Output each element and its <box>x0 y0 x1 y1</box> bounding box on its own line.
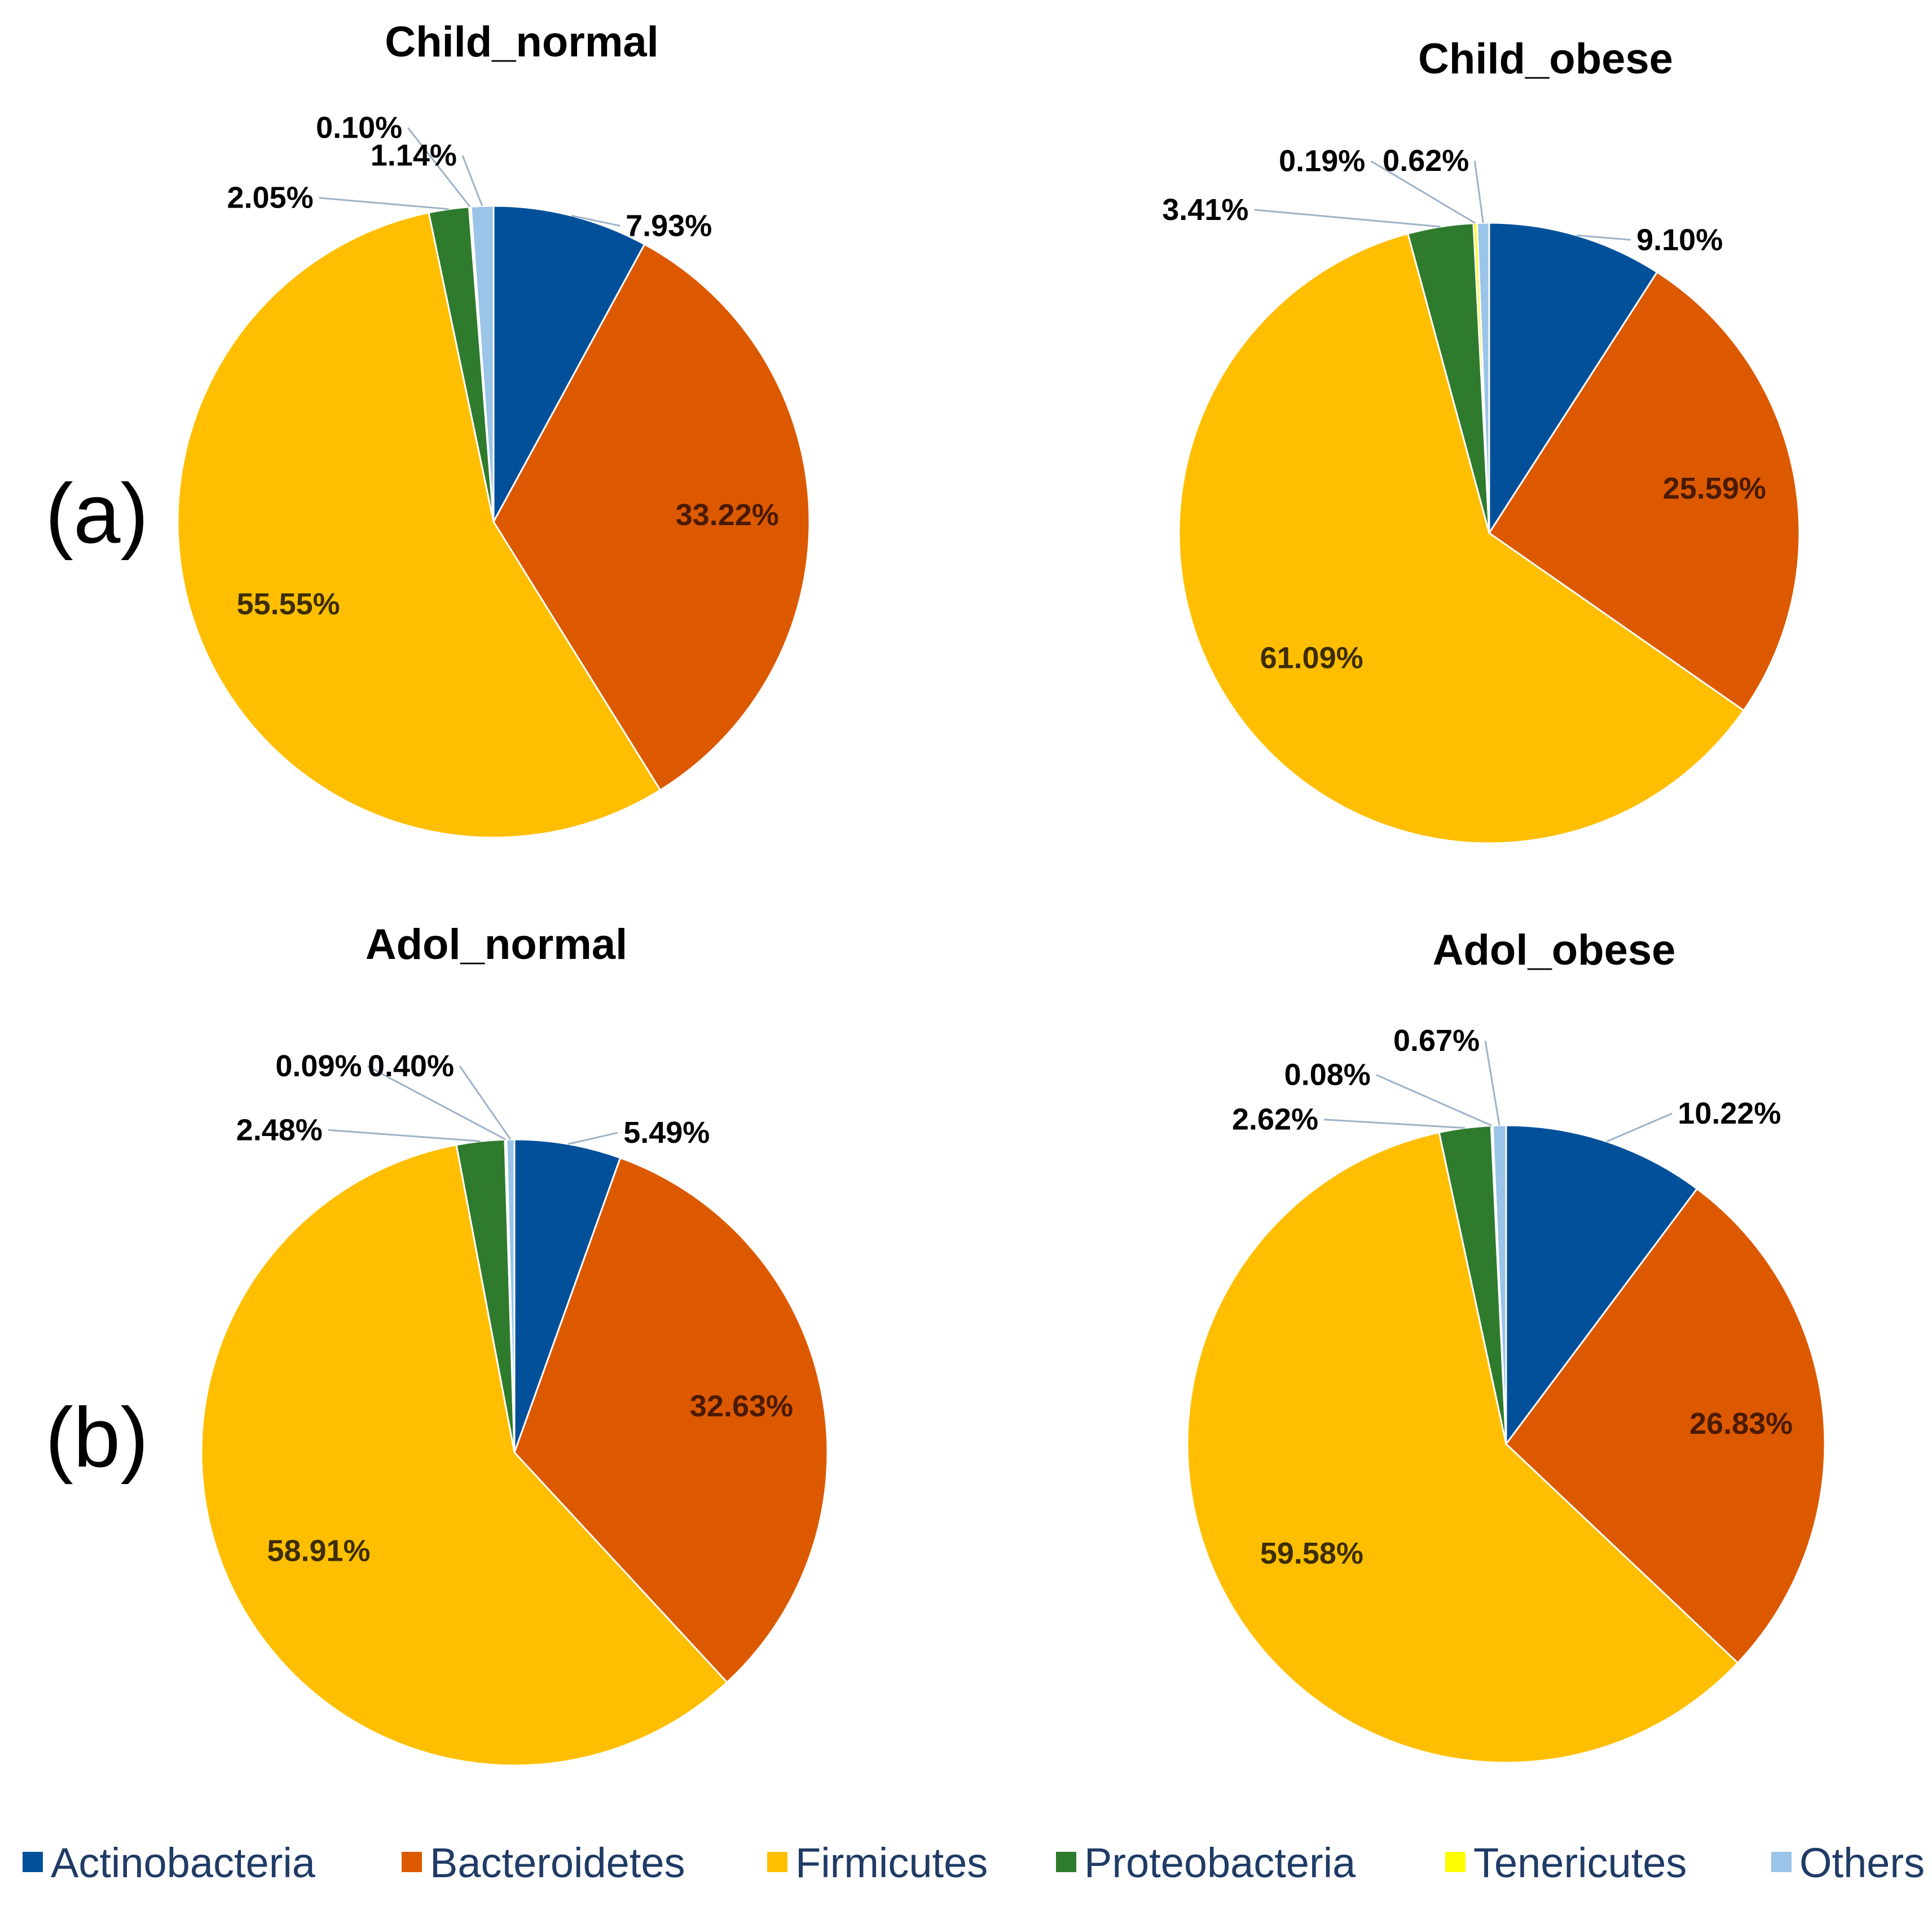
leader-line-others <box>461 155 483 206</box>
chart-title: Child_normal <box>385 18 659 66</box>
pie-slice-bacteroidetes <box>1487 271 1801 712</box>
chart-title: Adol_obese <box>1433 926 1676 974</box>
legend-label-others: Others <box>1799 1839 1925 1886</box>
legend-swatch-proteobacteria <box>1056 1852 1076 1872</box>
data-label-actinobacteria: 9.10% <box>1636 223 1723 257</box>
legend-swatch-actinobacteria <box>23 1852 43 1872</box>
pie-chart-adol-obese: Adol_obese 10.22% 26.83% 59.58% 2.62% 0.08% 0.… <box>1186 926 1826 1764</box>
leader-line-actinobacteria <box>1576 234 1631 241</box>
leader-line-others <box>1484 1040 1500 1126</box>
data-label-tenericutes: 0.10% <box>316 111 402 145</box>
leader-line-actinobacteria <box>567 1132 618 1145</box>
data-label-tenericutes: 0.08% <box>1284 1058 1371 1092</box>
leader-line-tenericutes <box>407 127 471 208</box>
leader-line-actinobacteria <box>571 214 620 227</box>
leader-line-proteobacteria <box>1254 209 1441 228</box>
leader-line-tenericutes <box>367 1065 507 1141</box>
data-label-proteobacteria: 2.05% <box>227 181 313 215</box>
data-label-others: 0.62% <box>1383 144 1469 178</box>
legend-label-proteobacteria: Proteobacteria <box>1084 1839 1356 1886</box>
data-label-actinobacteria: 7.93% <box>626 209 712 243</box>
data-label-actinobacteria: 5.49% <box>623 1116 710 1150</box>
data-label-firmicutes: 55.55% <box>237 587 340 621</box>
data-label-proteobacteria: 2.62% <box>1232 1103 1318 1137</box>
leader-line-tenericutes <box>1370 160 1476 224</box>
chart-title: Adol_normal <box>366 921 628 968</box>
leader-line-proteobacteria <box>1324 1119 1465 1129</box>
pie-slice-firmicutes <box>177 212 662 839</box>
leader-line-tenericutes <box>1376 1074 1493 1126</box>
pie-slice-others <box>1476 222 1490 534</box>
chart-title: Child_obese <box>1418 35 1673 83</box>
data-label-bacteroidetes: 25.59% <box>1663 472 1766 505</box>
pie-slice-others <box>1491 1124 1507 1445</box>
pie-chart-child-normal: Child_normal 7.93% 33.22% 55.55% 2.05% 0.10%1… <box>177 18 811 839</box>
data-label-firmicutes: 61.09% <box>1260 641 1363 675</box>
data-label-firmicutes: 58.91% <box>267 1534 370 1568</box>
leader-line-actinobacteria <box>1606 1112 1673 1143</box>
pie-slice-others <box>505 1138 516 1453</box>
data-label-others: 1.14% <box>371 138 457 172</box>
pie-chart-child-obese: Child_obese 9.10% 25.59% 61.09% 3.41% 0.19% 0.… <box>1162 35 1801 844</box>
legend-label-tenericutes: Tenericutes <box>1473 1839 1687 1886</box>
pie-slice-actinobacteria <box>492 205 646 522</box>
legend-swatch-tenericutes <box>1445 1852 1465 1872</box>
data-label-proteobacteria: 3.41% <box>1162 193 1248 227</box>
pie-slice-bacteroidetes <box>1504 1187 1826 1665</box>
pie-slice-actinobacteria <box>1505 1124 1698 1447</box>
leader-line-proteobacteria <box>328 1129 481 1142</box>
pie-slice-bacteroidetes <box>513 1156 829 1684</box>
data-label-proteobacteria: 2.48% <box>236 1113 323 1147</box>
panel-letter-a: (a) <box>45 466 148 561</box>
data-label-tenericutes: 0.09% <box>275 1049 362 1083</box>
panel-letter-b: (b) <box>45 1390 148 1485</box>
leader-line-others <box>1473 160 1484 223</box>
pie-slice-firmicutes <box>1186 1131 1739 1764</box>
data-label-bacteroidetes: 26.83% <box>1689 1407 1793 1441</box>
pie-chart-adol-normal: Adol_normal 5.49% 32.63% 58.91% 2.48% 0.09% 0.… <box>200 921 829 1767</box>
legend-label-actinobacteria: Actinobacteria <box>51 1839 316 1886</box>
pie-slice-firmicutes <box>1178 232 1745 844</box>
data-label-bacteroidetes: 32.63% <box>690 1389 793 1423</box>
leader-line-proteobacteria <box>319 197 449 210</box>
legend-swatch-firmicutes <box>767 1852 787 1872</box>
legend-label-bacteroidetes: Bacteroidetes <box>430 1839 685 1886</box>
data-label-others: 0.67% <box>1393 1024 1480 1058</box>
data-label-others: 0.40% <box>368 1049 454 1083</box>
pie-slice-actinobacteria <box>1488 222 1658 536</box>
pie-slice-firmicutes <box>200 1143 728 1767</box>
leader-line-others <box>459 1066 512 1140</box>
data-label-bacteroidetes: 33.22% <box>676 498 779 532</box>
pie-slice-bacteroidetes <box>492 243 811 791</box>
legend: Actinobacteria Bacteroidetes Firmicutes Pro… <box>23 1839 1925 1886</box>
legend-label-firmicutes: Firmicutes <box>795 1839 988 1886</box>
data-label-actinobacteria: 10.22% <box>1678 1097 1781 1130</box>
legend-swatch-bacteroidetes <box>402 1852 422 1872</box>
data-label-firmicutes: 59.58% <box>1260 1537 1363 1570</box>
legend-swatch-others <box>1771 1852 1792 1872</box>
data-label-tenericutes: 0.19% <box>1279 144 1365 178</box>
